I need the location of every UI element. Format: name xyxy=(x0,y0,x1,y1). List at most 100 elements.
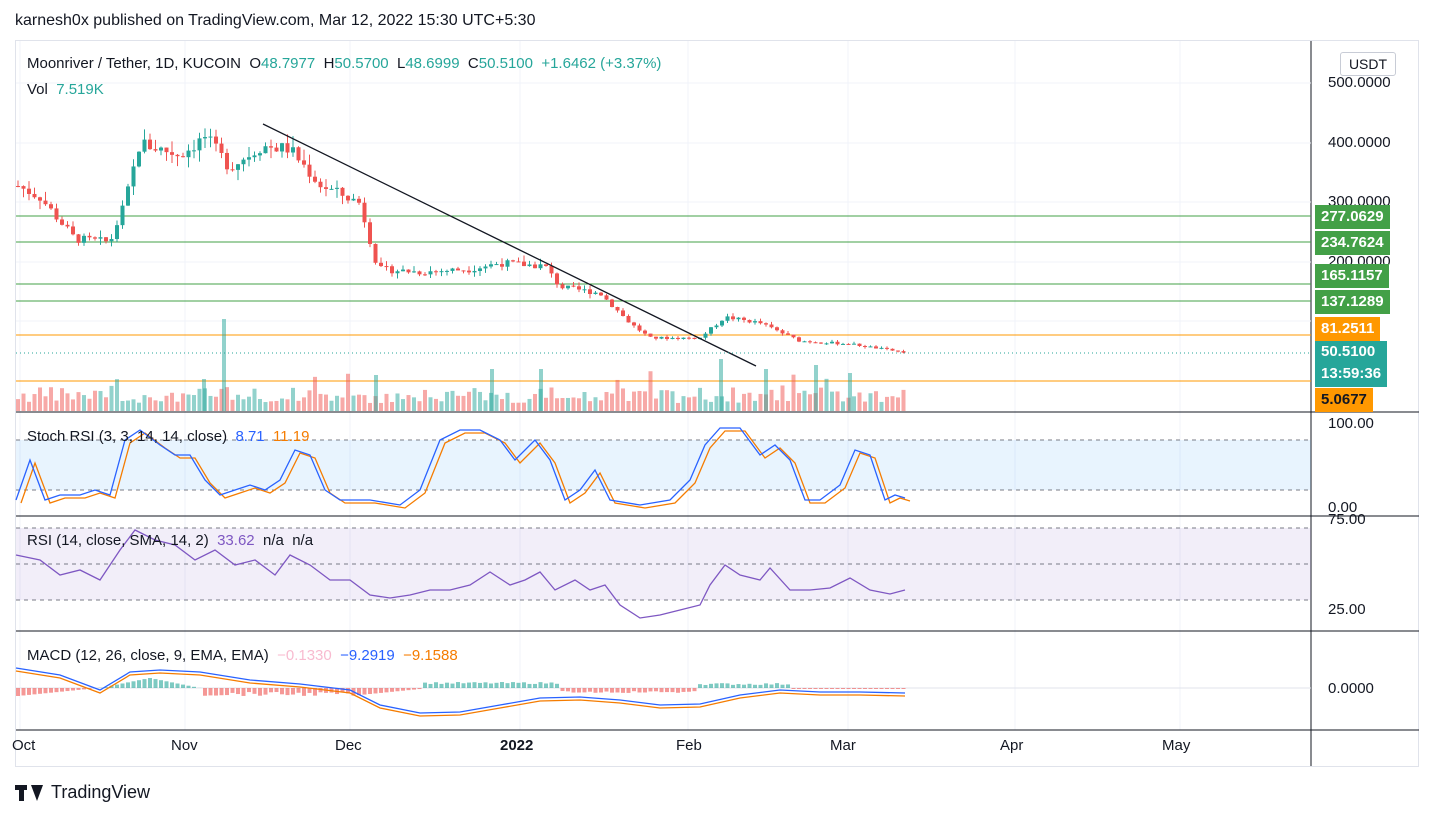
candle-body xyxy=(214,136,218,144)
macd-hist-value: −0.1330 xyxy=(277,647,332,664)
macd-histogram-bar xyxy=(186,685,191,688)
candle-body xyxy=(362,202,367,223)
macd-histogram-bar xyxy=(637,688,642,693)
volume-bar xyxy=(38,387,42,411)
macd-histogram-bar xyxy=(148,678,152,688)
candle-body xyxy=(373,243,378,263)
volume-bar xyxy=(142,395,147,411)
volume-bar xyxy=(566,397,570,411)
macd-histogram-bar xyxy=(769,684,774,688)
candle-body xyxy=(659,336,664,339)
vol-label[interactable]: Vol xyxy=(27,81,48,98)
level-tag[interactable]: 234.7624 xyxy=(1315,231,1390,255)
macd-histogram-bar xyxy=(269,688,273,693)
volume-bar xyxy=(698,387,702,411)
volume-bar xyxy=(379,402,383,411)
macd-histogram-bar xyxy=(571,688,576,693)
candle-body xyxy=(588,289,592,295)
macd-histogram-bar xyxy=(115,684,119,688)
candle-body xyxy=(71,226,75,235)
candle-body xyxy=(868,346,873,348)
macd-histogram-bar xyxy=(285,688,290,696)
level-tag[interactable]: 81.2511 xyxy=(1315,317,1381,341)
macd-histogram-bar xyxy=(65,688,70,692)
macd-histogram-bar xyxy=(544,683,548,688)
macd-histogram-bar xyxy=(236,688,240,695)
macd-histogram-bar xyxy=(599,688,603,693)
macd-histogram-bar xyxy=(665,688,669,693)
macd-histogram-bar xyxy=(247,688,251,693)
level-tag[interactable]: 165.1157 xyxy=(1315,264,1389,288)
candle-body xyxy=(538,264,543,269)
macd-histogram-bar xyxy=(489,683,493,688)
stoch-legend: Stoch RSI (3, 3, 14, 14, close) 8.71 11.… xyxy=(27,428,309,445)
volume-bar xyxy=(406,395,411,411)
candle-body xyxy=(874,346,878,349)
candle-body xyxy=(351,198,356,201)
candle-body xyxy=(527,264,532,267)
volume-bar xyxy=(170,392,174,411)
macd-histogram-bar xyxy=(71,688,75,691)
volume-bar xyxy=(841,401,845,411)
volume-bar xyxy=(318,393,323,411)
macd-histogram-bar xyxy=(27,688,31,695)
candle-body xyxy=(742,317,746,320)
stoch-label[interactable]: Stoch RSI (3, 3, 14, 14, close) xyxy=(27,428,228,445)
macd-histogram-bar xyxy=(516,682,521,688)
volume-bar xyxy=(269,401,273,411)
macd-histogram-bar xyxy=(60,688,64,692)
volume-bar xyxy=(32,394,37,411)
currency-button[interactable]: USDT xyxy=(1340,52,1396,76)
candle-body xyxy=(676,337,680,339)
macd-histogram-bar xyxy=(280,688,284,695)
candle-body xyxy=(43,200,48,205)
macd-histogram-bar xyxy=(313,688,317,696)
volume-bar xyxy=(76,392,81,411)
level-tag[interactable]: 5.0677 xyxy=(1315,388,1373,412)
volume-bar xyxy=(868,393,873,411)
level-tag[interactable]: 137.1289 xyxy=(1315,290,1390,314)
macd-histogram-bar xyxy=(423,682,427,688)
volume-bar xyxy=(681,396,686,411)
candle-body xyxy=(318,181,323,188)
symbol-label[interactable]: Moonriver / Tether, 1D, KUCOIN xyxy=(27,55,241,72)
macd-histogram-bar xyxy=(401,688,405,691)
candle-body xyxy=(247,157,251,160)
rsi-axis-label: 25.00 xyxy=(1328,601,1366,618)
macd-histogram-bar xyxy=(175,683,180,688)
volume-bar xyxy=(648,371,653,411)
volume-bar xyxy=(109,385,114,411)
candle-body xyxy=(175,154,180,157)
volume-bar xyxy=(120,400,125,411)
volume-bar xyxy=(368,402,372,411)
candle-body xyxy=(549,265,554,274)
volume-bar xyxy=(802,390,807,411)
macd-histogram-bar xyxy=(225,688,229,696)
volume-bar xyxy=(659,390,664,411)
macd-histogram-bar xyxy=(808,688,812,689)
volume-bar xyxy=(252,388,257,411)
macd-label[interactable]: MACD (12, 26, close, 9, EMA, EMA) xyxy=(27,647,269,664)
rsi-label[interactable]: RSI (14, close, SMA, 14, 2) xyxy=(27,532,209,549)
volume-bar xyxy=(192,395,196,411)
volume-bar xyxy=(186,394,191,411)
candle-body xyxy=(164,147,169,153)
candle-body xyxy=(65,224,70,227)
volume-bar xyxy=(439,401,444,411)
macd-histogram-bar xyxy=(775,683,779,688)
x-axis-label: Mar xyxy=(830,737,856,754)
macd-histogram-bar xyxy=(676,688,680,693)
macd-histogram-bar xyxy=(582,688,587,693)
last-price-tag[interactable]: 50.5100 13:59:36 xyxy=(1315,341,1388,387)
macd-histogram-bar xyxy=(164,681,169,688)
level-tag[interactable]: 277.0629 xyxy=(1315,205,1390,229)
macd-histogram-bar xyxy=(208,688,213,696)
countdown-value: 13:59:36 xyxy=(1321,365,1382,382)
volume-bar xyxy=(258,398,262,411)
candle-body xyxy=(890,348,895,351)
volume-bar xyxy=(65,393,70,411)
footer-brand[interactable]: TradingView xyxy=(51,782,151,802)
candle-body xyxy=(483,266,488,269)
volume-bar xyxy=(247,396,251,411)
